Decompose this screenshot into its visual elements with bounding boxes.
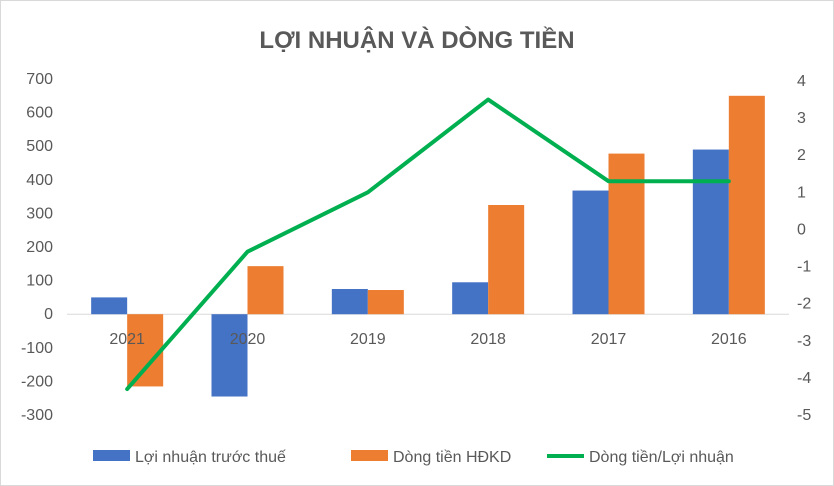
bars-layer	[91, 95, 765, 397]
right-tick-label: 4	[797, 73, 806, 90]
chart-title: LỢI NHUẬN VÀ DÒNG TIỀN	[259, 26, 574, 54]
left-tick-label: 700	[26, 71, 53, 88]
category-label-2019: 2019	[350, 331, 386, 348]
legend-label-0: Lợi nhuận trước thuế	[135, 449, 286, 466]
right-axis: -5 -4 -3 -2 -1 0 1 2 3 4	[797, 73, 811, 424]
left-tick-label: -300	[21, 407, 53, 424]
profit-bar-2021	[91, 297, 128, 315]
left-tick-label: 0	[44, 306, 53, 323]
profit-bar-2016	[692, 149, 729, 315]
cashflow-bar-2021	[127, 314, 164, 387]
left-tick-label: 400	[26, 172, 53, 189]
legend-swatch-0	[93, 450, 130, 461]
cashflow-bar-2018	[488, 205, 525, 315]
left-tick-label: 500	[26, 138, 53, 155]
right-tick-label: -2	[797, 296, 811, 313]
right-tick-label: 2	[797, 147, 806, 164]
category-label-2017: 2017	[591, 331, 627, 348]
right-tick-label: 0	[797, 221, 806, 238]
ratio-line-layer	[125, 97, 731, 392]
profit-bar-2019	[331, 289, 368, 315]
category-labels: 2021 2020 2019 2018 2017 2016	[109, 331, 746, 348]
cashflow-bar-2019	[367, 290, 404, 315]
right-tick-label: -4	[797, 370, 811, 387]
left-tick-label: 100	[26, 273, 53, 290]
legend-label-2: Dòng tiền/Lợi nhuận	[589, 449, 734, 466]
right-tick-label: -1	[797, 259, 811, 276]
legend-label-1: Dòng tiền HĐKD	[393, 449, 511, 466]
profit-bar-2017	[572, 190, 609, 315]
category-label-2020: 2020	[230, 331, 266, 348]
category-label-2018: 2018	[470, 331, 506, 348]
left-tick-label: 300	[26, 205, 53, 222]
right-tick-label: -5	[797, 407, 811, 424]
legend: Lợi nhuận trước thuế Dòng tiền HĐKD Dòng t…	[93, 449, 734, 466]
right-tick-label: 1	[797, 184, 806, 201]
profit-bar-2018	[452, 282, 489, 315]
right-tick-label: -3	[797, 333, 811, 350]
legend-swatch-1	[351, 450, 388, 461]
left-tick-label: -200	[21, 373, 53, 390]
left-axis: -300 -200 -100 0 100 200 300 400 500 600 700	[21, 71, 53, 424]
profit-bar-2020	[211, 314, 248, 397]
left-tick-label: 200	[26, 239, 53, 256]
category-label-2016: 2016	[711, 331, 747, 348]
right-tick-label: 3	[797, 110, 806, 127]
left-tick-label: 600	[26, 105, 53, 122]
cashflow-bar-2016	[728, 95, 765, 315]
cashflow-bar-2017	[608, 153, 645, 315]
ratio-line	[125, 97, 731, 392]
category-label-2021: 2021	[109, 331, 145, 348]
left-tick-label: -100	[21, 340, 53, 357]
cashflow-bar-2020	[247, 266, 284, 315]
